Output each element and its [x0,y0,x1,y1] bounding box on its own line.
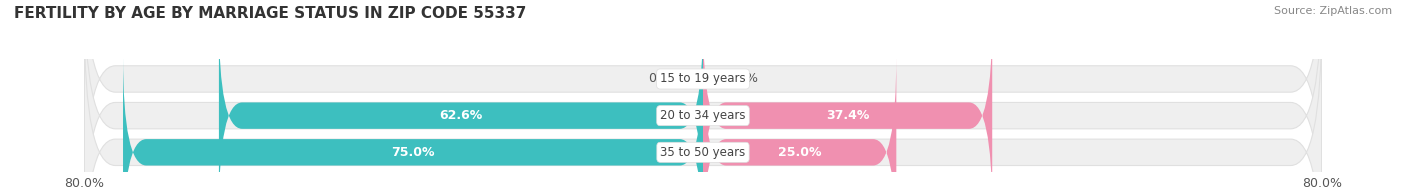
Text: 62.6%: 62.6% [439,109,482,122]
FancyBboxPatch shape [84,0,1322,196]
Text: 35 to 50 years: 35 to 50 years [661,146,745,159]
Text: 37.4%: 37.4% [825,109,869,122]
FancyBboxPatch shape [84,19,1322,196]
Text: 0.0%: 0.0% [725,73,758,85]
Text: FERTILITY BY AGE BY MARRIAGE STATUS IN ZIP CODE 55337: FERTILITY BY AGE BY MARRIAGE STATUS IN Z… [14,6,526,21]
Text: 20 to 34 years: 20 to 34 years [661,109,745,122]
FancyBboxPatch shape [703,55,897,196]
FancyBboxPatch shape [84,0,1322,196]
Text: 25.0%: 25.0% [778,146,821,159]
Text: 0.0%: 0.0% [648,73,681,85]
FancyBboxPatch shape [703,19,993,196]
Text: 75.0%: 75.0% [391,146,434,159]
Text: 15 to 19 years: 15 to 19 years [661,73,745,85]
FancyBboxPatch shape [124,55,703,196]
Text: Source: ZipAtlas.com: Source: ZipAtlas.com [1274,6,1392,16]
FancyBboxPatch shape [219,19,703,196]
